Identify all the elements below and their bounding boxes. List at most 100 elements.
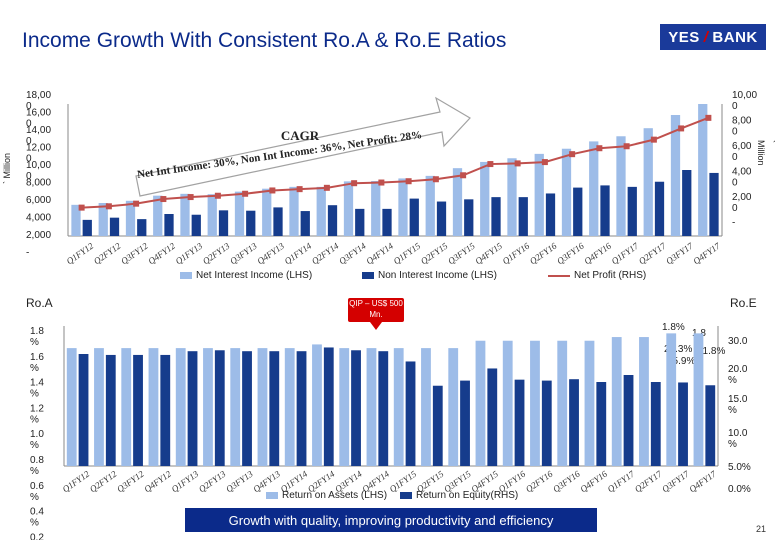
legend-roe: Return on Equity(RHS) [400,490,518,501]
bar-return-on-assets [121,348,132,466]
bar-return-on-equity [487,368,498,466]
bottom-x-tick-label: Q1FY17 [606,468,637,494]
bar-return-on-assets [94,348,104,466]
bar-net-interest-income [262,188,272,236]
bar-non-interest-income [518,197,528,236]
bottom-left-tick: 0.6% [30,481,44,503]
bar-net-interest-income [316,186,326,236]
bottom-x-tick-label: Q4FY16 [578,468,609,494]
bar-non-interest-income [654,181,665,236]
bar-return-on-equity [242,351,252,466]
top-x-tick-label: Q2FY17 [637,240,668,266]
bar-return-on-equity [623,375,634,466]
bar-non-interest-income [191,214,201,236]
bar-return-on-equity [351,350,361,466]
top-x-tick-label: Q3FY12 [119,240,150,266]
footer-banner: Growth with quality, improving productiv… [185,508,597,532]
bar-net-interest-income [698,104,708,236]
net-profit-line [81,116,709,209]
bottom-x-tick-label: Q1FY13 [170,468,201,494]
top-x-tick-label: Q3FY17 [664,240,695,266]
net-profit-marker [596,145,603,152]
bar-return-on-assets [557,340,568,466]
top-x-tick-label: Q2FY12 [92,240,123,266]
logo-text-right: BANK [712,28,758,46]
qip-callout: QIP – US$ 500 Mn. [348,298,404,330]
top-left-tick: 4,000 [26,213,51,224]
roa-axis-title: Ro.A [26,296,53,310]
top-left-tick: 14,00 0 [26,125,51,147]
bar-non-interest-income [545,193,556,236]
top-x-tick-label: Q4FY14 [364,240,395,266]
bar-return-on-equity [541,380,552,466]
top-left-tick: - [26,248,29,259]
bar-non-interest-income [109,217,120,236]
bar-net-interest-income [153,195,163,236]
bar-return-on-assets [339,348,350,466]
bar-non-interest-income [600,185,610,236]
legend-non-interest: Non Interest Income (LHS) [362,270,497,281]
bar-return-on-equity [214,350,225,466]
bar-non-interest-income [573,187,583,236]
bottom-left-tick: 1.6% [30,352,44,374]
bar-return-on-equity [432,385,443,466]
page-number: 21 [755,524,766,534]
bottom-right-tick: 0.0% [728,484,751,495]
top-right-tick: 10,00 0 [732,90,757,112]
bottom-left-tick: 0.2 [30,532,44,540]
bottom-right-tick: 15.0% [728,394,748,416]
bar-non-interest-income [409,198,419,236]
bar-non-interest-income [491,197,501,236]
bar-non-interest-income [164,214,174,236]
top-right-tick: - [732,218,735,229]
net-profit-marker [541,159,548,166]
net-profit-marker [678,125,685,132]
bar-net-interest-income [589,141,599,236]
bottom-right-tick: 20.0% [728,364,748,386]
bar-net-interest-income [534,153,544,236]
top-x-tick-label: Q3FY14 [337,240,368,266]
bar-net-interest-income [343,181,354,236]
bar-return-on-equity [78,354,89,466]
legend-label: Net Profit (RHS) [574,270,647,281]
bar-return-on-assets [312,344,322,466]
bar-return-on-equity [296,351,307,466]
bar-return-on-assets [148,348,159,466]
net-profit-marker [650,136,657,143]
legend-roa: Return on Assets (LHS) [266,490,387,501]
bar-return-on-equity [105,354,116,466]
bottom-x-tick-label: Q3FY12 [115,468,146,494]
bar-net-interest-income [289,186,299,236]
legend-label: Return on Equity(RHS) [416,490,519,501]
bar-net-interest-income [452,168,463,236]
bar-return-on-assets [502,340,513,466]
top-x-tick-label: Q1FY15 [392,240,423,266]
legend-label: Return on Assets (LHS) [282,490,388,501]
bar-return-on-assets [393,348,404,466]
top-x-tick-label: Q2FY16 [528,240,559,266]
net-profit-marker [323,184,330,191]
net-profit-marker [187,194,194,201]
bar-net-interest-income [125,200,136,236]
bar-non-interest-income [436,201,447,236]
bar-return-on-assets [666,333,677,466]
bar-return-on-assets [203,348,213,466]
bottom-x-tick-label: Q2FY13 [197,468,228,494]
bottom-x-tick-label: Q3FY17 [660,468,691,494]
bottom-x-tick-label: Q2FY16 [524,468,555,494]
bar-non-interest-income [300,211,310,236]
bar-return-on-equity [133,354,143,466]
bar-net-interest-income [71,204,81,236]
legend-net-profit: Net Profit (RHS) [548,270,646,281]
bar-non-interest-income [709,172,719,236]
net-profit-marker [242,190,249,197]
bar-return-on-equity [460,380,470,466]
net-profit-marker [569,151,576,158]
top-right-tick: 6,00 0 [732,141,752,163]
top-right-tick: 4,00 0 [732,167,752,189]
bar-return-on-assets [66,348,77,466]
top-x-tick-label: Q3FY13 [228,240,259,266]
logo-text-left: YES [668,28,700,46]
bar-non-interest-income [327,205,338,236]
